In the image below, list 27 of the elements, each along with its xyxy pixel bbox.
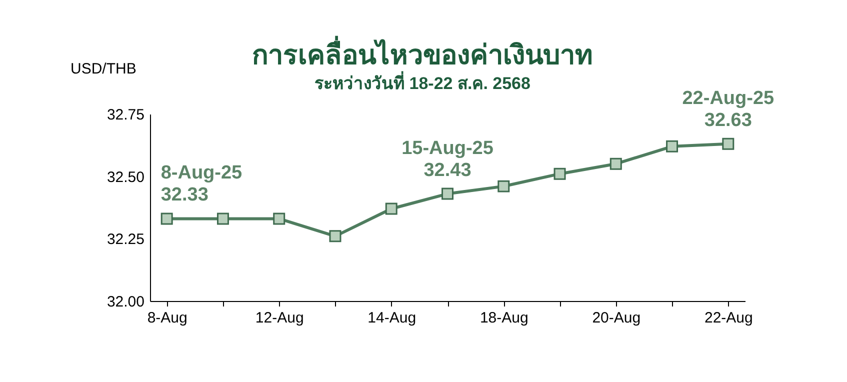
y-tick-label: 32.75 [106, 106, 144, 124]
point [442, 188, 454, 200]
point [160, 212, 173, 225]
y-tick-label: 32.50 [106, 168, 144, 186]
y-tick-label: 32.25 [106, 231, 144, 248]
y-axis-title: USD/THB [70, 60, 136, 78]
point [666, 140, 678, 152]
point [329, 230, 342, 242]
x-tick-label: 12-Aug [255, 310, 304, 326]
point [273, 212, 286, 225]
x-tick-label: 18-Aug [480, 310, 528, 326]
y-tick-label: 32.00 [106, 294, 144, 310]
data-label: 15-Aug-25 32.43 [402, 138, 494, 181]
point [216, 212, 229, 225]
point [498, 180, 510, 192]
chart-subtitle: ระหว่างวันที่ 18-22 ส.ค. 2568 [314, 71, 530, 93]
chart-title: การเคลื่อนไหวของค่าเงินบาท [252, 35, 593, 70]
point [610, 158, 622, 170]
point [385, 202, 398, 215]
x-tick-label: 22-Aug [704, 310, 753, 326]
data-label: 8-Aug-25 32.33 [160, 162, 243, 206]
data-label: 22-Aug-25 32.63 [682, 88, 775, 131]
x-tick-label: 20-Aug [592, 310, 641, 326]
point [722, 138, 734, 150]
point [554, 168, 566, 180]
x-tick-label: 14-Aug [368, 310, 416, 326]
x-tick-label: 8-Aug [147, 310, 188, 326]
